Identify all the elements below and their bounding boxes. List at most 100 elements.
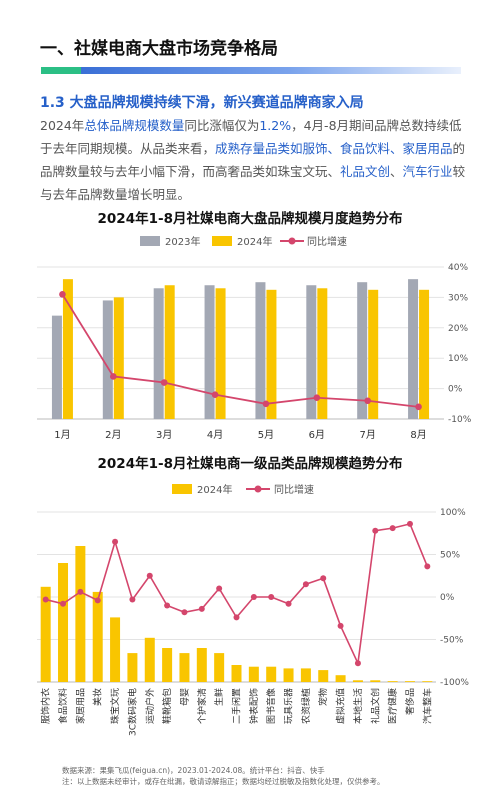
bar-2024	[162, 648, 173, 682]
legend-label-2: 同比增速	[307, 235, 347, 248]
x-tick-label: 7月	[360, 429, 376, 441]
legend-line-marker	[254, 485, 262, 493]
growth-point	[164, 602, 171, 609]
footnote-source: 数据来源：果集飞瓜(feigua.cn)，2023.01-2024.08。统计平…	[62, 766, 325, 775]
chart2-title: 2024年1-8月社媒电商一级品类品牌规模趋势分布	[97, 456, 403, 472]
legend-label-0: 2023年	[165, 235, 200, 248]
subsection-title: 1.3 大盘品牌规模持续下滑，新兴赛道品牌商家入局	[40, 95, 364, 111]
growth-point	[364, 397, 371, 405]
growth-point	[415, 403, 422, 411]
x-tick-label: 虚拟充值	[335, 688, 347, 724]
growth-line	[45, 522, 429, 667]
growth-point	[320, 575, 327, 582]
growth-point	[268, 594, 275, 600]
bar-2024	[215, 288, 226, 419]
x-tick-label: 宠物	[317, 688, 329, 706]
growth-point	[181, 609, 188, 616]
x-tick-label: 4月	[207, 429, 223, 441]
growth-point	[372, 527, 379, 534]
right-axis-tick: -10%	[448, 415, 472, 425]
x-tick-label: 运动户外	[144, 688, 156, 724]
growth-point	[233, 614, 240, 621]
right-axis-tick: 40%	[448, 263, 468, 273]
paragraph-segment: 、	[390, 164, 403, 179]
summary-paragraph: 2024年总体品牌规模数量同比涨幅仅为1.2%，4月-8月期间品牌总数持续低于去…	[40, 114, 468, 206]
bar-2024	[335, 675, 346, 682]
right-axis-tick: 30%	[448, 293, 468, 303]
growth-point	[424, 563, 431, 570]
x-tick-label: 鞋靴箱包	[161, 688, 173, 724]
right-axis-tick: 0%	[448, 385, 463, 395]
bar-2024	[318, 670, 329, 682]
legend-swatch-2024	[172, 484, 192, 494]
growth-point	[59, 291, 66, 298]
growth-point	[389, 525, 396, 532]
x-tick-label: 生鲜	[213, 688, 225, 706]
x-tick-label: 食品饮料	[57, 688, 69, 724]
x-tick-label: 3C数码家电	[126, 688, 138, 736]
footnote-note: 注：以上数据未经审计，或存在纰漏，敬请谅解指正；数据均经过脱敏及指数化处理，仅供…	[62, 777, 385, 786]
growth-point	[112, 538, 119, 545]
bar-2024	[113, 297, 124, 419]
right-axis-tick: 20%	[448, 324, 468, 334]
legend-swatch-1	[212, 236, 232, 246]
bar-2023	[204, 285, 215, 419]
bar-2023	[306, 285, 317, 419]
title-underline-blue	[81, 67, 461, 74]
x-tick-label: 2月	[105, 429, 121, 441]
legend-line-marker	[288, 237, 296, 245]
growth-point	[302, 581, 309, 588]
bar-2024	[404, 681, 415, 682]
right-axis-tick: 50%	[440, 551, 460, 561]
bar-2023	[51, 315, 62, 419]
bar-2024	[127, 653, 138, 682]
x-tick-label: 玩具乐器	[283, 688, 295, 724]
category-trend-chart: 2024年 同比增速 100% 50% 0% -50% -100% 服饰内衣 食品饮料 家居用品美…	[37, 483, 469, 736]
growth-point	[211, 391, 219, 398]
title-underline-green	[41, 67, 81, 74]
x-tick-label: 美妆	[92, 688, 104, 706]
x-tick-label: 二手闲置	[231, 688, 243, 724]
growth-point	[354, 660, 361, 667]
bar-2024	[110, 617, 121, 682]
bar-2024	[266, 666, 277, 682]
growth-point	[337, 622, 344, 629]
bar-2024	[62, 279, 73, 419]
paragraph-segment: 较与去年品牌数量增长明显。	[40, 164, 466, 202]
legend-label-growth: 同比增速	[274, 483, 314, 496]
x-tick-label: 汽车整车	[421, 688, 433, 724]
bar-2024	[164, 285, 175, 419]
bar-2024	[352, 680, 363, 682]
paragraph-segment: 同比涨幅仅为	[184, 118, 260, 133]
paragraph-segment: 成熟存量品类如服饰、食品饮料、家居用品	[215, 141, 453, 156]
paragraph-segment: 2024年	[40, 118, 85, 133]
x-tick-label: 珠宝文玩	[109, 688, 121, 724]
paragraph-segment: 礼品文创	[340, 164, 391, 179]
paragraph-segment: ，4月-8月期间品牌总数持续低于去年同期规模。从品类来看，	[40, 118, 462, 156]
bar-2024	[422, 681, 433, 682]
growth-point	[285, 600, 292, 607]
bar-2023	[153, 288, 164, 419]
bar-2024	[214, 653, 225, 682]
x-tick-label: 8月	[410, 429, 426, 441]
monthly-trend-chart: 2023年 2024年 同比增速 40% 30% 20% 10% 0% -10% 1月 2月 3月 4月…	[37, 235, 472, 441]
section-title: 一、社媒电商大盘市场竞争格局	[40, 39, 278, 59]
bar-2024	[317, 288, 328, 419]
growth-point	[42, 596, 49, 603]
paragraph-segment: 1.2%	[259, 118, 292, 133]
bar-2024	[419, 289, 430, 419]
right-axis-tick: -50%	[440, 636, 464, 646]
growth-point	[110, 373, 117, 380]
bar-2024	[266, 289, 277, 419]
bar-2024	[248, 666, 259, 682]
growth-point	[262, 400, 270, 408]
bar-2024	[144, 637, 155, 682]
bar-2024	[179, 653, 190, 682]
growth-point	[160, 379, 168, 386]
bar-2024	[75, 546, 86, 682]
right-axis-tick: 10%	[448, 354, 468, 364]
bar-2024	[58, 563, 69, 682]
x-tick-label: 1月	[54, 429, 70, 441]
bar-2024	[370, 680, 381, 682]
